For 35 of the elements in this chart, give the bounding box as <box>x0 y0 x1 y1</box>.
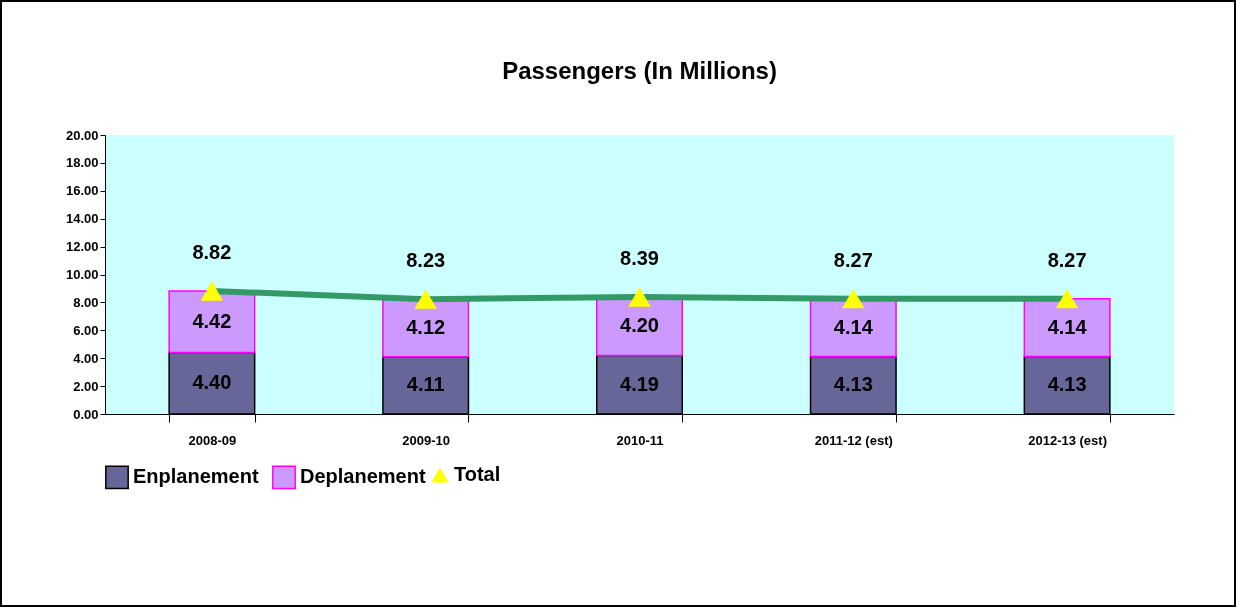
data-label: 4.12 <box>406 315 446 338</box>
y-tick-label: 18.00 <box>65 155 99 171</box>
data-label: 4.19 <box>620 372 659 395</box>
legend-label: Enplanement <box>133 465 259 488</box>
data-label: 8.27 <box>1047 248 1087 271</box>
data-label: 4.20 <box>620 314 659 337</box>
x-tick-label: 2009-10 <box>402 432 451 448</box>
x-tick-label: 2010-11 <box>616 432 664 448</box>
y-tick-label: 4.00 <box>73 350 99 366</box>
y-tick-label: 12.00 <box>65 239 99 255</box>
data-label: 4.40 <box>192 371 232 394</box>
y-tick-label: 20.00 <box>65 127 99 143</box>
x-tick-label: 2011-12 (est) <box>814 432 893 448</box>
data-label: 8.23 <box>406 249 446 272</box>
y-tick-label: 2.00 <box>73 378 99 394</box>
y-tick-label: 10.00 <box>65 267 99 282</box>
data-label: 4.14 <box>833 315 874 338</box>
data-label: 4.14 <box>1047 315 1088 338</box>
data-label: 8.27 <box>833 248 873 271</box>
data-label: 4.11 <box>406 373 445 396</box>
chart-title: Passengers (In Millions) <box>502 57 777 84</box>
data-label: 8.39 <box>620 246 659 269</box>
data-label: 4.42 <box>192 309 232 332</box>
y-tick-label: 16.00 <box>65 183 99 199</box>
x-tick-label: 2008-09 <box>188 432 237 448</box>
y-tick-label: 6.00 <box>73 322 99 338</box>
data-label: 4.13 <box>833 373 873 396</box>
y-tick-label: 14.00 <box>65 211 99 227</box>
legend-label: Deplanement <box>300 465 426 488</box>
legend-label: Total <box>454 463 501 485</box>
y-tick-label: 8.00 <box>73 294 99 310</box>
data-label: 4.13 <box>1047 373 1087 396</box>
data-label: 8.82 <box>192 240 232 263</box>
y-tick-label: 0.00 <box>73 406 99 422</box>
x-tick-label: 2012-13 (est) <box>1028 432 1107 448</box>
